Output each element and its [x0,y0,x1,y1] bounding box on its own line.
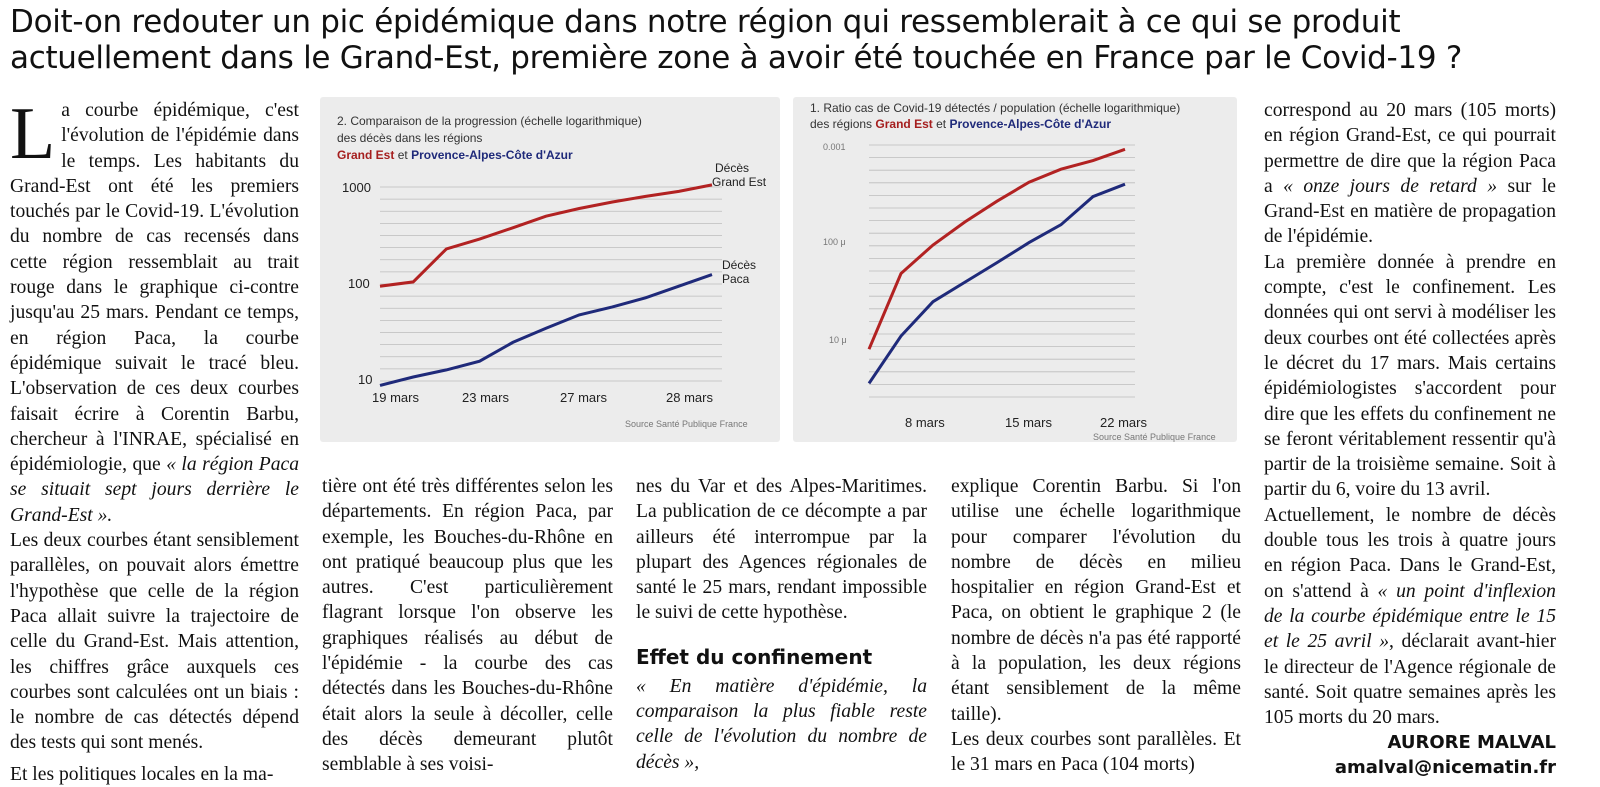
chart2-source: Source Santé Publique France [625,419,748,429]
chart2-title-1: 2. Comparaison de la progression (échell… [337,114,642,128]
col1-quote: « la région Paca se situait sept jours d… [10,454,299,526]
chart2-ytick-1000: 1000 [342,180,371,195]
dropcap: L [10,93,56,175]
chart2-title-2: des décès dans les régions [337,131,482,145]
article-column-2: tière ont été très différentes selon les… [322,474,613,778]
chart1-xtick-3: 22 mars [1100,415,1147,430]
chart-cases-ratio: 1. Ratio cas de Covid-19 détectés / popu… [793,97,1237,442]
chart2-label-grand-est-1: Décès [715,161,749,175]
chart2-xtick-1: 19 mars [372,390,419,405]
chart1-source: Source Santé Publique France [1093,432,1216,442]
chart1-xtick-1: 8 mars [905,415,945,430]
chart1-xtick-2: 15 mars [1005,415,1052,430]
col4-paragraph-1: explique Corentin Barbu. Si l'on utilise… [951,476,1241,725]
chart2-label-grand-est-2: Grand Est [712,175,767,189]
article-column-4: explique Corentin Barbu. Si l'on utilise… [951,474,1241,778]
chart2-gridlines [380,186,722,382]
author-name: AURORE MALVAL [1387,732,1556,754]
col1-paragraph-3: Et les politiques locales en la ma- [10,763,274,785]
chart1-gridlines [869,144,1135,398]
chart2-series-grand-est [379,183,713,288]
chart-cases-svg: 1. Ratio cas de Covid-19 détectés / popu… [810,101,1216,442]
article-column-3: nes du Var et des Alpes-Maritimes. La pu… [636,474,927,775]
col5-paragraph-3: Actuellement, le nombre de décès double … [1264,504,1556,729]
chart1-series-paca [867,182,1126,385]
chart1-title-2: des régions Grand Est et Provence-Alpes-… [810,117,1111,131]
chart1-title-1: 1. Ratio cas de Covid-19 détectés / popu… [810,101,1180,115]
col1-paragraph-2: Les deux courbes étant sensiblement para… [10,530,299,754]
col5-paragraph-2: La première donnée à prendre en compte, … [1264,251,1556,501]
col3-paragraph-2: « En matière d'épidémie, la comparaison … [636,675,927,773]
col2-paragraph-1: tière ont été très différentes selon les… [322,476,613,776]
chart-deaths-comparison: 2. Comparaison de la progression (échell… [320,97,780,442]
col5-paragraph-1: correspond au 20 mars (105 morts) en rég… [1264,100,1556,248]
chart1-ytick-0001: 0.001 [823,142,846,152]
headline: Doit-on redouter un pic épidémique dans … [10,4,1462,76]
chart2-series-paca [379,273,713,387]
chart-deaths-svg: 2. Comparaison de la progression (échell… [337,114,767,429]
subhead-effet-confinement: Effet du confinement [636,644,873,669]
col1-paragraph-1: a courbe épidémique, c'est l'évolution d… [10,100,299,476]
chart2-ytick-100: 100 [348,276,370,291]
chart2-ytick-10: 10 [358,372,372,387]
chart1-ytick-100u: 100 μ [823,237,846,247]
col3-paragraph-1: nes du Var et des Alpes-Maritimes. La pu… [636,476,927,624]
chart2-xtick-4: 28 mars [666,390,713,405]
col4-paragraph-2: Les deux courbes sont parallèles. Et le … [951,728,1241,776]
chart2-label-paca-1: Décès [722,258,756,272]
chart2-legend: Grand Est et Provence-Alpes-Côte d'Azur [337,148,573,162]
chart2-xtick-2: 23 mars [462,390,509,405]
chart2-xtick-3: 27 mars [560,390,607,405]
chart1-ytick-10u: 10 μ [829,335,847,345]
article-column-5: correspond au 20 mars (105 morts) en rég… [1264,98,1556,780]
author-email[interactable]: amalval@nicematin.fr [1334,757,1556,779]
chart2-label-paca-2: Paca [722,272,750,286]
chart1-series-grand-est [867,147,1126,350]
